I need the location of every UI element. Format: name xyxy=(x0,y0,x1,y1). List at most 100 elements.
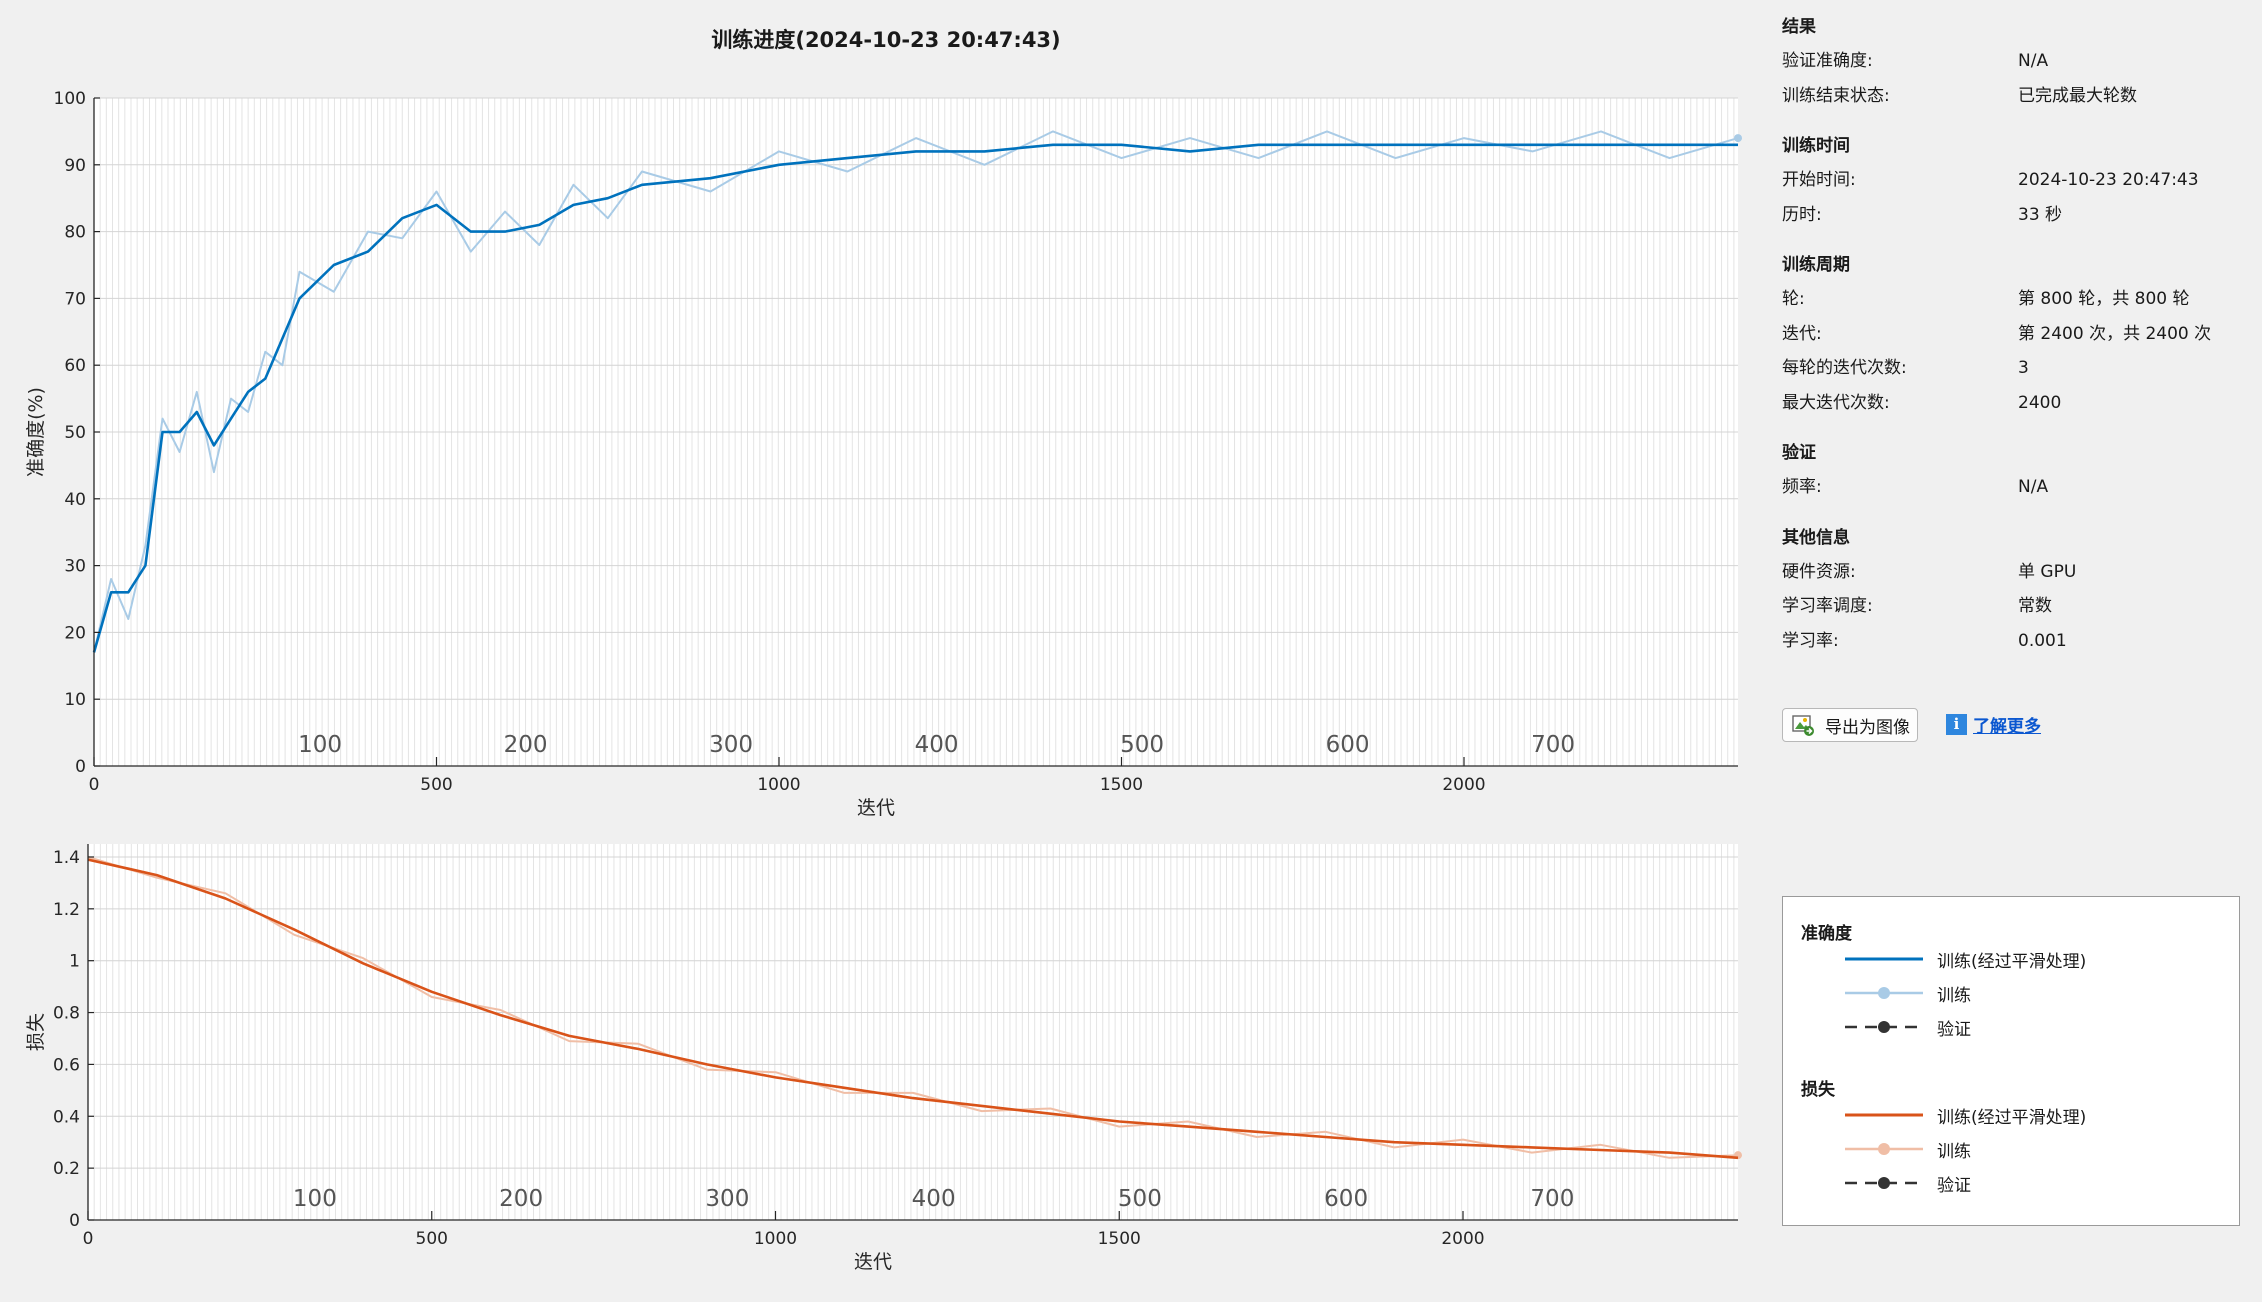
x-tick-label: 500 xyxy=(420,775,452,795)
learn-more-label: 了解更多 xyxy=(1973,716,2041,737)
epoch-label: 300 xyxy=(705,1186,749,1212)
legend-item-loss-validation: 验证 xyxy=(1845,1171,1971,1196)
legend-label: 验证 xyxy=(1937,1019,1971,1040)
series-line-train xyxy=(93,130,1739,653)
plot-panel: 训练进度(2024-10-23 20:47:43) 0 10 20 30 40 50 60 7… xyxy=(0,28,1760,1280)
legend-label: 训练 xyxy=(1937,985,1971,1006)
legend-swatch-accuracy-validation xyxy=(1845,1021,1923,1033)
legend-item-loss-smoothed: 训练(经过平滑处理) xyxy=(1845,1103,2086,1128)
x-axis-label: 迭代 xyxy=(854,1251,892,1273)
series-line-smoothed xyxy=(87,858,1739,1160)
info-value: N/A xyxy=(2018,477,2049,497)
info-value: 3 xyxy=(2018,358,2029,378)
info-row-lr-schedule: 学习率调度: 常数 xyxy=(1782,589,2252,624)
other-section-title: 其他信息 xyxy=(1782,527,1850,548)
results-section-title: 结果 xyxy=(1782,17,1816,37)
epoch-label: 200 xyxy=(499,1186,543,1212)
y-tick-label: 50 xyxy=(64,423,86,443)
info-row-elapsed: 历时: 33 秒 xyxy=(1782,198,2252,233)
legend-accuracy-title: 准确度 xyxy=(1801,924,1852,944)
legend-label: 训练 xyxy=(1937,1141,1971,1162)
info-label: 训练结束状态: xyxy=(1782,85,1890,106)
y-tick-label: 1.4 xyxy=(53,848,80,868)
legend-item-accuracy-validation: 验证 xyxy=(1845,1015,1971,1040)
plot-area xyxy=(88,844,1738,1220)
y-tick-label: 70 xyxy=(64,289,86,309)
info-row-validation-accuracy: 验证准确度: N/A xyxy=(1782,44,2252,79)
info-value: 已完成最大轮数 xyxy=(2018,85,2137,106)
legend-loss-title: 损失 xyxy=(1801,1080,1835,1100)
x-tick-label: 2000 xyxy=(1441,1229,1484,1249)
series-last-point xyxy=(1734,134,1742,143)
info-value: 第 2400 次，共 2400 次 xyxy=(2018,323,2212,344)
y-axis-label: 准确度(%) xyxy=(25,387,47,477)
info-value: 2400 xyxy=(2018,392,2062,413)
epoch-label: 700 xyxy=(1530,1186,1574,1212)
info-row-hardware: 硬件资源: 单 GPU xyxy=(1782,555,2252,590)
info-label: 最大迭代次数: xyxy=(1782,392,1890,413)
epoch-label: 600 xyxy=(1324,1186,1368,1212)
legend-item-accuracy-train: 训练 xyxy=(1845,981,1971,1006)
learn-more-link[interactable]: i 了解更多 xyxy=(1946,710,2041,738)
info-value: 第 800 轮，共 800 轮 xyxy=(2018,289,2190,309)
info-icon: i xyxy=(1946,713,1967,735)
x-axis-label: 迭代 xyxy=(857,797,895,819)
export-image-button[interactable]: 导出为图像 xyxy=(1782,708,1918,742)
info-label: 迭代: xyxy=(1782,323,1822,344)
cycle-section: 训练周期 轮: 第 800 轮，共 800 轮 迭代: 第 2400 次，共 2… xyxy=(1782,248,2252,420)
info-value: 33 秒 xyxy=(2018,204,2063,225)
epoch-label: 600 xyxy=(1326,732,1370,758)
export-image-label: 导出为图像 xyxy=(1825,717,1910,738)
validation-section-title: 验证 xyxy=(1782,443,1816,463)
info-row-iteration: 迭代: 第 2400 次，共 2400 次 xyxy=(1782,317,2252,352)
legend-swatch-accuracy-train xyxy=(1845,987,1923,999)
info-label: 学习率: xyxy=(1782,630,1839,651)
legend-item-loss-train: 训练 xyxy=(1845,1137,1971,1162)
plot-title: 训练进度(2024-10-23 20:47:43) xyxy=(711,28,1061,52)
legend-swatch-accuracy-smoothed xyxy=(1845,957,1923,961)
info-label: 频率: xyxy=(1782,477,1822,497)
y-tick-label: 0 xyxy=(69,1211,80,1231)
info-row-frequency: 频率: N/A xyxy=(1782,470,2252,505)
series-line-smoothed xyxy=(92,143,1738,653)
loss-chart[interactable]: 0 0.2 0.4 0.6 0.8 1 1.2 1.4 0 500 1000 1500 2000 100 2… xyxy=(0,830,1760,1280)
x-tick-label: 1000 xyxy=(757,775,800,795)
info-value: 常数 xyxy=(2018,596,2052,616)
info-label: 硬件资源: xyxy=(1782,561,1856,582)
info-value: N/A xyxy=(2018,51,2049,71)
x-tick-label: 0 xyxy=(89,775,100,795)
legend-label: 训练(经过平滑处理) xyxy=(1937,951,2087,972)
info-label: 每轮的迭代次数: xyxy=(1782,358,1907,378)
info-row-epoch: 轮: 第 800 轮，共 800 轮 xyxy=(1782,282,2252,317)
y-tick-label: 30 xyxy=(64,557,86,577)
cycle-section-title: 训练周期 xyxy=(1782,255,1850,275)
legend-swatch-loss-smoothed xyxy=(1845,1113,1923,1117)
other-section: 其他信息 硬件资源: 单 GPU 学习率调度: 常数 学习率: 0.001 xyxy=(1782,521,2252,659)
series-line-train xyxy=(87,856,1739,1159)
y-tick-label: 20 xyxy=(64,623,86,643)
epoch-label: 400 xyxy=(912,1186,956,1212)
info-value: 0.001 xyxy=(2018,630,2067,651)
y-tick-label: 0 xyxy=(75,757,86,777)
time-section-title: 训练时间 xyxy=(1782,136,1850,156)
info-row-max-iterations: 最大迭代次数: 2400 xyxy=(1782,386,2252,421)
info-row-learning-rate: 学习率: 0.001 xyxy=(1782,624,2252,659)
y-tick-label: 60 xyxy=(64,356,86,376)
x-tick-label: 2000 xyxy=(1442,775,1485,795)
info-label: 历时: xyxy=(1782,204,1822,225)
epoch-label: 100 xyxy=(293,1186,337,1212)
x-tick-label: 500 xyxy=(416,1229,448,1249)
info-label: 轮: xyxy=(1782,289,1805,309)
info-value: 单 GPU xyxy=(2018,561,2077,582)
info-label: 开始时间: xyxy=(1782,170,1856,190)
info-value: 2024-10-23 20:47:43 xyxy=(2018,170,2199,190)
y-tick-label: 40 xyxy=(64,490,86,510)
y-tick-label: 0.4 xyxy=(53,1107,80,1127)
info-row-iterations-per-epoch: 每轮的迭代次数: 3 xyxy=(1782,351,2252,386)
info-label: 验证准确度: xyxy=(1782,51,1873,71)
y-axis-label: 损失 xyxy=(25,1013,47,1051)
x-tick-label: 0 xyxy=(83,1229,94,1249)
epoch-label: 400 xyxy=(915,732,959,758)
y-tick-label: 100 xyxy=(54,89,86,109)
